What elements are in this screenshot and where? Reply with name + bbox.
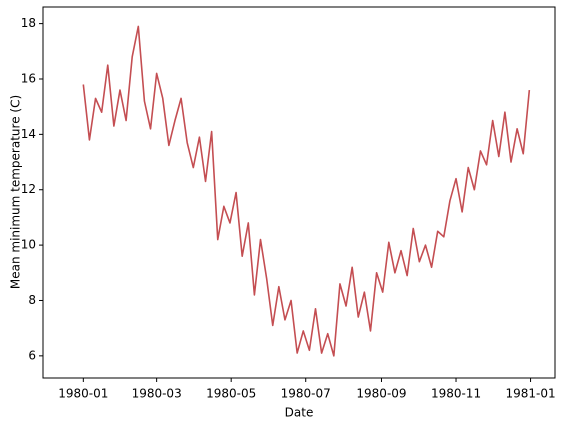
x-tick-label: 1981-01	[505, 387, 555, 401]
y-tick-label: 10	[21, 238, 36, 252]
line	[82, 25, 531, 357]
x-tick-label: 1980-03	[132, 387, 182, 401]
x-tick-label: 1980-01	[58, 387, 108, 401]
plot-frame	[42, 6, 556, 379]
y-tick-label: 14	[21, 127, 36, 141]
x-tick-label: 1980-09	[356, 387, 406, 401]
y-tick-label: 6	[28, 348, 36, 362]
x-tick-label: 1980-11	[431, 387, 481, 401]
x-tick-label: 1980-07	[281, 387, 331, 401]
x-tick-label: 1980-05	[206, 387, 256, 401]
y-tick-label: 8	[28, 293, 36, 307]
y-tick-label: 18	[21, 16, 36, 30]
y-tick-label: 16	[21, 71, 36, 85]
y-tick-label: 12	[21, 182, 36, 196]
y-axis-label: Mean minimum temperature (C)	[9, 95, 23, 289]
x-axis-label: Date	[285, 406, 314, 420]
